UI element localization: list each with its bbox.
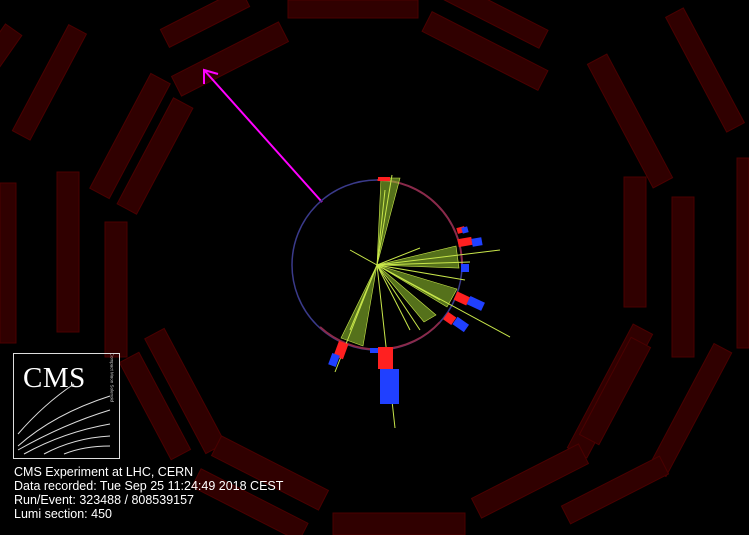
jet-cone	[376, 264, 437, 323]
muon-chamber	[287, 0, 419, 19]
muon-chamber	[0, 182, 17, 344]
muon-chamber	[170, 21, 290, 97]
muon-chamber	[736, 157, 749, 349]
muon-chamber	[623, 176, 647, 308]
muon-chamber	[116, 97, 194, 215]
muon-chamber	[431, 0, 549, 49]
muon-chamber	[118, 351, 192, 461]
muon-chamber	[159, 0, 251, 49]
muon-chamber	[470, 443, 590, 519]
muon-chamber	[647, 342, 733, 478]
cms-logo: CMS Compact Muon Solenoid	[13, 353, 120, 459]
muon-chamber	[210, 435, 330, 511]
muon-chamber	[191, 468, 309, 535]
experiment-label: CMS Experiment at LHC, CERN	[14, 465, 194, 479]
muon-chamber	[671, 196, 695, 358]
muon-chamber	[421, 11, 549, 91]
muon-chamber	[560, 455, 670, 525]
muon-chamber	[0, 23, 23, 135]
muon-chamber	[578, 336, 652, 446]
run-event-label: Run/Event: 323488 / 808539157	[14, 493, 195, 507]
muon-chamber	[664, 7, 746, 133]
muon-chamber	[11, 23, 88, 141]
logo-tracks-icon	[17, 383, 111, 455]
tracks	[334, 174, 511, 429]
jet-cone	[340, 264, 378, 347]
muon-chamber	[104, 221, 128, 358]
met-arrow	[203, 68, 323, 203]
jet-cones	[340, 177, 460, 347]
calorimeter-deposits	[328, 177, 485, 404]
muon-chamber	[89, 72, 171, 200]
cms-logo-text: CMS	[23, 362, 86, 394]
muon-chamber	[586, 53, 674, 189]
data-recorded-label: Data recorded: Tue Sep 25 11:24:49 2018 …	[14, 479, 284, 493]
muon-chamber	[332, 512, 466, 535]
muon-chamber	[56, 171, 80, 333]
cms-logo-side-text: Compact Muon Solenoid	[109, 352, 114, 402]
lumi-section-label: Lumi section: 450	[14, 507, 112, 521]
event-info: CMS Experiment at LHC, CERN Data recorde…	[14, 465, 283, 521]
jet-cone	[376, 177, 401, 266]
